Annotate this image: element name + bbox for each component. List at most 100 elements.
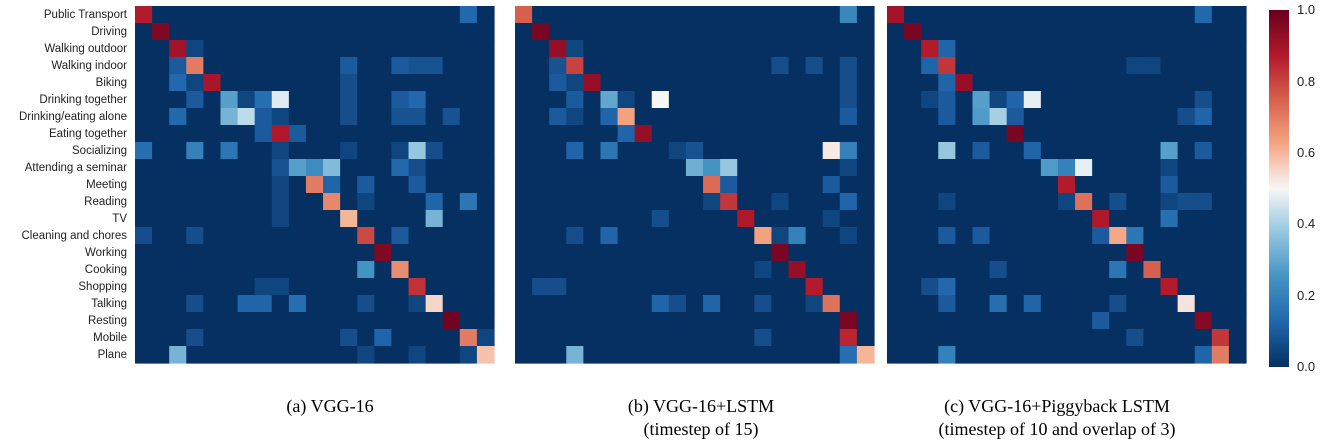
heatmap-cell xyxy=(566,176,584,194)
heatmap-cell xyxy=(1194,40,1213,58)
heatmap-cell xyxy=(617,91,636,109)
heatmap-cell xyxy=(271,261,290,279)
heatmap-cell xyxy=(1126,108,1145,126)
heatmap-cell xyxy=(271,346,290,364)
heatmap-cell xyxy=(972,159,991,177)
heatmap-cell xyxy=(442,91,461,109)
heatmap-cell xyxy=(549,227,567,245)
heatmap-cell xyxy=(651,193,670,211)
heatmap-cell xyxy=(1160,261,1179,279)
heatmap-cell xyxy=(169,278,187,296)
heatmap-cell xyxy=(549,125,567,143)
heatmap-panel-c xyxy=(887,6,1247,364)
heatmap-cell xyxy=(203,261,222,279)
heatmap-cell xyxy=(904,23,922,41)
heatmap-cell xyxy=(323,23,341,41)
heatmap-cell xyxy=(1143,91,1162,109)
heatmap-cell xyxy=(904,244,922,262)
heatmap-cell xyxy=(788,108,807,126)
heatmap-cell xyxy=(805,40,824,58)
heatmap-cell xyxy=(600,176,619,194)
row-label: Mobile xyxy=(93,331,127,344)
heatmap-cell xyxy=(1228,125,1247,143)
heatmap-cell xyxy=(357,346,375,364)
heatmap-cell xyxy=(186,193,204,211)
heatmap-cell xyxy=(1211,193,1230,211)
heatmap-cell xyxy=(788,295,807,313)
heatmap-cell xyxy=(921,40,939,58)
heatmap-cell xyxy=(887,295,905,313)
heatmap-cell xyxy=(972,57,991,75)
heatmap-cell xyxy=(1109,125,1127,143)
heatmap-cell xyxy=(600,278,619,296)
heatmap-cell xyxy=(152,193,170,211)
heatmap-cell xyxy=(1160,74,1179,92)
heatmap-cell xyxy=(788,244,807,262)
heatmap-cell xyxy=(856,346,875,364)
heatmap-cell xyxy=(685,278,704,296)
heatmap-cell xyxy=(1075,176,1093,194)
heatmap-cell xyxy=(938,74,956,92)
heatmap-cell xyxy=(476,295,495,313)
heatmap-cell xyxy=(391,329,410,347)
heatmap-cell xyxy=(1194,312,1213,330)
heatmap-cell xyxy=(754,159,773,177)
heatmap-cell xyxy=(1023,40,1042,58)
heatmap-cell xyxy=(1075,261,1093,279)
heatmap-cell xyxy=(1006,329,1025,347)
heatmap-cell xyxy=(754,125,773,143)
heatmap-cell xyxy=(1040,40,1059,58)
heatmap-cell xyxy=(357,57,375,75)
heatmap-cell xyxy=(374,6,393,24)
heatmap-cell xyxy=(1160,125,1179,143)
heatmap-cell xyxy=(600,23,619,41)
heatmap-cell xyxy=(754,295,773,313)
heatmap-cell xyxy=(340,329,358,347)
heatmap-cell xyxy=(651,91,670,109)
heatmap-cell xyxy=(754,40,773,58)
heatmap-cell xyxy=(340,125,358,143)
heatmap-cell xyxy=(1143,108,1162,126)
heatmap-cell xyxy=(1143,210,1162,228)
heatmap-cell xyxy=(839,6,858,24)
heatmap-cell xyxy=(989,23,1008,41)
heatmap-cell xyxy=(972,278,991,296)
heatmap-cell xyxy=(839,312,858,330)
heatmap-cell xyxy=(408,295,427,313)
heatmap-cell xyxy=(989,125,1008,143)
heatmap-cell xyxy=(955,159,974,177)
heatmap-cell xyxy=(271,6,290,24)
heatmap-cell xyxy=(135,108,153,126)
heatmap-cell xyxy=(668,295,687,313)
heatmap-cell xyxy=(549,142,567,160)
heatmap-cell xyxy=(737,108,755,126)
heatmap-cell xyxy=(634,312,653,330)
heatmap-cell xyxy=(186,74,204,92)
heatmap-cell xyxy=(237,91,256,109)
heatmap-cell xyxy=(600,346,619,364)
heatmap-cell xyxy=(972,108,991,126)
heatmap-cell xyxy=(1126,23,1145,41)
heatmap-cell xyxy=(938,278,956,296)
heatmap-cell xyxy=(1109,346,1127,364)
heatmap-cell xyxy=(788,329,807,347)
heatmap-cell xyxy=(515,278,533,296)
heatmap-cell xyxy=(921,295,939,313)
heatmap-cell xyxy=(1006,261,1025,279)
heatmap-cell xyxy=(152,40,170,58)
heatmap-cell xyxy=(1126,227,1145,245)
heatmap-cell xyxy=(839,159,858,177)
heatmap-cell xyxy=(887,227,905,245)
heatmap-cell xyxy=(938,346,956,364)
heatmap-cell xyxy=(938,57,956,75)
heatmap-cell xyxy=(600,125,619,143)
heatmap-cell xyxy=(989,57,1008,75)
heatmap-cell xyxy=(856,295,875,313)
heatmap-cell xyxy=(271,295,290,313)
heatmap-cell xyxy=(805,91,824,109)
heatmap-cell xyxy=(237,125,256,143)
heatmap-cell xyxy=(1126,91,1145,109)
heatmap-cell xyxy=(989,210,1008,228)
heatmap-cell xyxy=(1109,57,1127,75)
heatmap-cell xyxy=(771,346,790,364)
